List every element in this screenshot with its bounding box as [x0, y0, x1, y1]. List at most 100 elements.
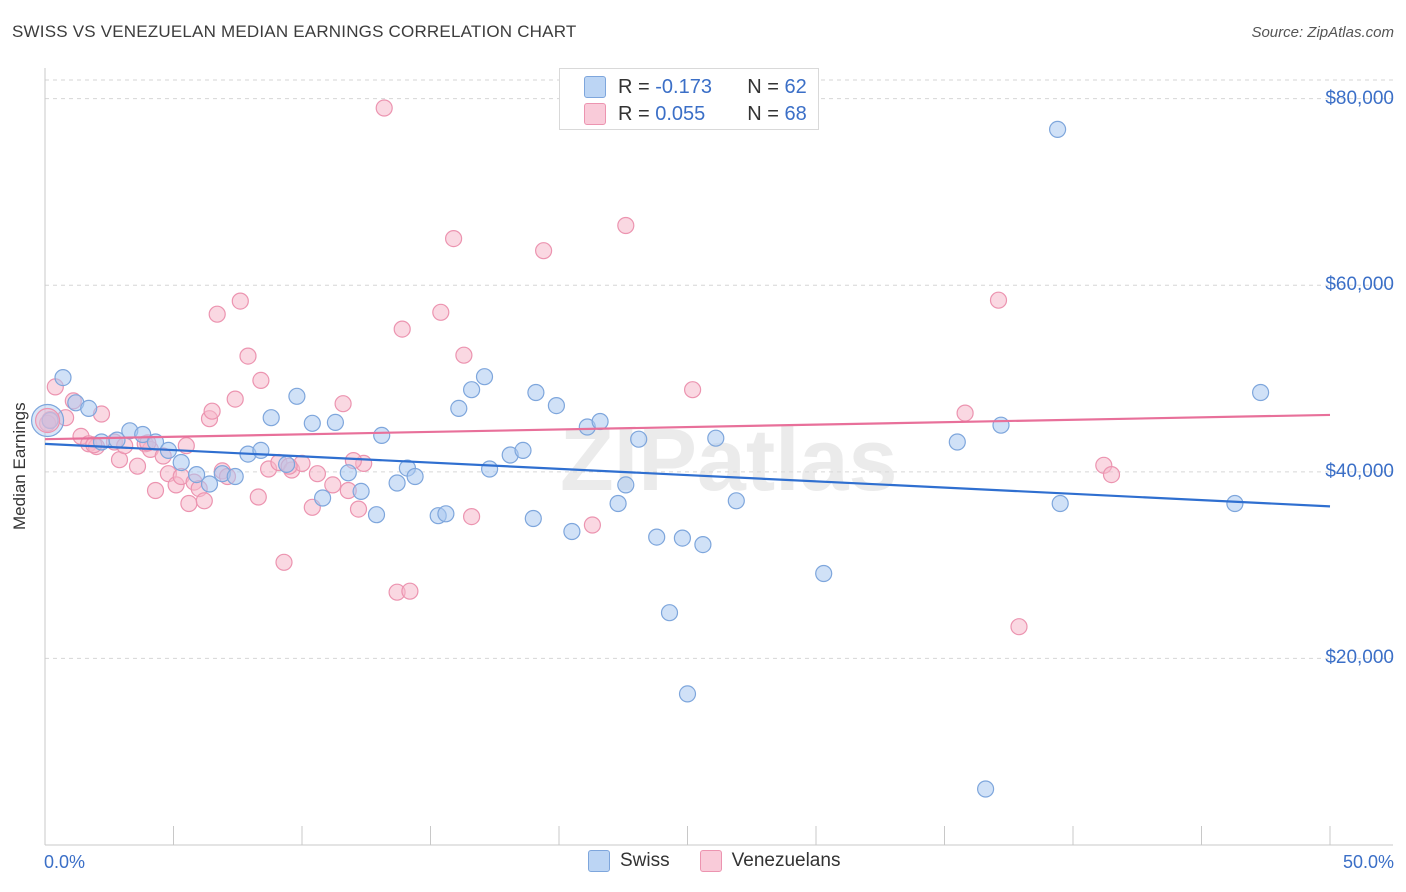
legend-row-swiss: R = -0.173 N = 62	[584, 74, 807, 100]
y-tick-label: $80,000	[1325, 87, 1394, 109]
swiss-point	[172, 453, 190, 472]
venezuelans-point	[231, 292, 249, 310]
swiss-point	[591, 412, 609, 431]
swiss-point	[694, 535, 712, 554]
swiss-point	[630, 430, 648, 448]
venezuelans-point	[401, 582, 419, 600]
x-tick-label-max: 50.0%	[1342, 852, 1394, 872]
swiss-r-label: R =	[618, 75, 656, 98]
swiss-point	[388, 474, 406, 492]
swiss-point	[815, 564, 833, 583]
venezuelans-point	[128, 457, 147, 475]
swiss-point	[992, 416, 1010, 434]
swiss-point	[463, 381, 481, 399]
swiss-point	[288, 387, 306, 405]
swiss-point	[707, 429, 725, 447]
venezuelans-point-cluster	[34, 407, 61, 434]
venezuelans-point	[195, 492, 213, 510]
swiss-swatch	[584, 76, 606, 98]
swiss-point	[326, 413, 344, 431]
legend-item-venezuelans: Venezuelans	[699, 850, 841, 872]
venezuelans-point	[226, 390, 244, 408]
legend-item-swiss: Swiss	[588, 850, 670, 872]
venezuelans-point	[445, 230, 463, 248]
venezuelans-point	[463, 507, 481, 526]
venezuelans-point	[583, 516, 602, 534]
swiss-point	[278, 455, 296, 473]
venezuelans-swatch	[584, 103, 606, 125]
venezuelans-point	[249, 488, 267, 506]
swiss-point	[303, 414, 321, 432]
swiss-legend-swatch	[588, 850, 610, 872]
swiss-point	[475, 368, 494, 386]
swiss-point	[262, 409, 280, 427]
swiss-point	[437, 505, 455, 523]
swiss-point-cluster	[30, 403, 65, 438]
swiss-point	[352, 482, 370, 500]
chart-title: SWISS VS VENEZUELAN MEDIAN EARNINGS CORR…	[12, 22, 577, 41]
venezuelans-point	[989, 291, 1008, 309]
swiss-point	[1251, 383, 1270, 402]
venezuelans-trend-line	[44, 413, 1331, 441]
swiss-point	[547, 397, 566, 415]
correlation-legend: R = -0.173 N = 62 R = 0.055 N = 68	[559, 68, 819, 130]
swiss-point	[252, 441, 270, 459]
venezuelans-point	[334, 395, 352, 413]
venezuelans-point	[1010, 618, 1028, 636]
swiss-n-label: N =	[747, 75, 785, 98]
swiss-r-value: -0.173	[655, 75, 712, 98]
ven-n-value: 68	[784, 102, 807, 125]
swiss-point	[481, 460, 499, 478]
venezuelans-point	[617, 216, 635, 235]
venezuelans-point	[275, 553, 293, 571]
ven-n-label: N =	[747, 102, 785, 125]
swiss-legend-label: Swiss	[620, 850, 670, 871]
swiss-point	[660, 604, 679, 622]
swiss-point	[188, 466, 206, 484]
venezuelans-point	[208, 305, 226, 323]
y-tick-label: $40,000	[1325, 460, 1394, 482]
swiss-n-value: 62	[784, 75, 807, 98]
swiss-point	[1226, 494, 1244, 513]
y-tick-label: $20,000	[1325, 647, 1394, 669]
venezuelans-legend-label: Venezuelans	[731, 850, 841, 871]
swiss-point	[80, 399, 98, 417]
venezuelans-point	[956, 404, 974, 422]
swiss-trend-line	[44, 442, 1331, 508]
venezuelans-point	[375, 99, 393, 117]
swiss-point	[339, 464, 357, 482]
grid-lines	[45, 79, 1393, 659]
swiss-point	[367, 506, 386, 524]
venezuelans-point	[146, 481, 165, 500]
venezuelans-point	[1102, 466, 1121, 484]
swiss-point	[524, 509, 542, 528]
y-tick-label: $60,000	[1325, 274, 1394, 296]
venezuelans-point	[324, 476, 342, 494]
axes	[44, 68, 1393, 846]
swiss-point	[226, 467, 244, 486]
swiss-point	[41, 411, 59, 430]
venezuelans-legend-swatch	[699, 850, 722, 872]
venezuelans-point	[308, 465, 326, 483]
swiss-point	[617, 476, 635, 494]
venezuelans-point	[393, 320, 411, 338]
swiss-point	[678, 685, 697, 703]
venezuelans-point	[180, 494, 198, 513]
swiss-point	[1051, 494, 1069, 513]
swiss-point	[648, 528, 666, 546]
chart-source: Source: ZipAtlas.com	[1251, 24, 1394, 41]
venezuelans-point	[683, 381, 702, 399]
venezuelans-point	[203, 402, 221, 420]
swiss-point	[1048, 120, 1067, 138]
venezuelans-point	[534, 242, 553, 260]
swiss-point	[200, 475, 219, 493]
swiss-point	[314, 489, 332, 507]
swiss-point	[948, 433, 966, 451]
trend-lines	[44, 413, 1331, 508]
y-axis-label: Median Earnings	[10, 402, 29, 530]
x-tick-label-min: 0.0%	[44, 852, 86, 872]
swiss-point	[406, 467, 424, 486]
swiss-point	[514, 441, 532, 459]
swiss-point	[609, 494, 627, 513]
ven-r-value: 0.055	[655, 102, 706, 125]
